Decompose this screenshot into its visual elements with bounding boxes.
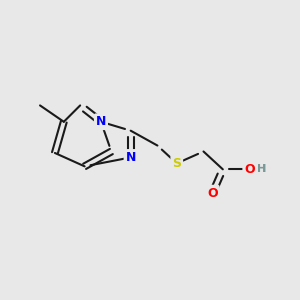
Text: N: N bbox=[96, 115, 106, 128]
Text: S: S bbox=[172, 157, 181, 170]
Text: H: H bbox=[257, 164, 266, 174]
Text: H: H bbox=[257, 164, 266, 174]
Text: N: N bbox=[125, 151, 136, 164]
Text: O: O bbox=[207, 187, 218, 200]
Text: O: O bbox=[244, 163, 255, 176]
